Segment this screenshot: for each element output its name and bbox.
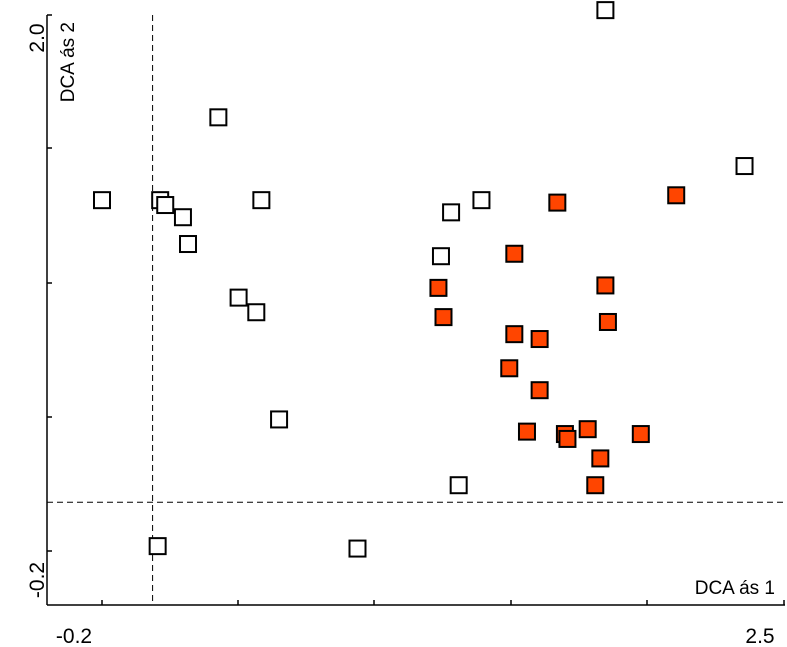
filled-square-point-4 <box>505 325 524 344</box>
y-axis-title: DCA ás 2 <box>58 22 79 102</box>
filled-square-point-5 <box>530 381 549 400</box>
open-square-point-14 <box>449 476 468 495</box>
filled-square-point-1 <box>434 308 453 327</box>
filled-square-point-15 <box>598 312 617 331</box>
x-axis-ticks <box>101 600 785 605</box>
open-square-point-8 <box>247 303 266 322</box>
open-square-point-3 <box>156 196 175 215</box>
y-tick-label-max: 2.0 <box>26 23 49 52</box>
filled-square-point-11 <box>578 420 597 439</box>
open-square-point-5 <box>173 208 192 227</box>
filled-square-point-2 <box>500 359 519 378</box>
x-axis-title: DCA ás 1 <box>695 578 775 599</box>
filled-square-point-0 <box>429 278 448 297</box>
open-square-point-15 <box>472 191 491 210</box>
open-square-point-16 <box>596 1 615 20</box>
filled-square-point-14 <box>596 276 615 295</box>
open-square-point-9 <box>252 191 271 210</box>
y-tick-label-min: -0.2 <box>26 562 49 598</box>
open-square-point-1 <box>148 537 167 556</box>
open-square-point-11 <box>348 539 367 558</box>
filled-square-point-7 <box>517 422 536 441</box>
filled-square-point-10 <box>558 429 577 448</box>
open-square-point-10 <box>270 410 289 429</box>
filled-square-point-12 <box>586 476 605 495</box>
open-square-point-12 <box>431 247 450 266</box>
filled-square-point-3 <box>505 244 524 263</box>
filled-square-point-16 <box>667 186 686 205</box>
open-square-point-4 <box>179 235 198 254</box>
data-points <box>93 1 754 558</box>
open-square-point-7 <box>229 288 248 307</box>
y-axis-ticks <box>47 14 52 552</box>
open-square-point-6 <box>209 108 228 127</box>
filled-square-point-17 <box>631 425 650 444</box>
open-square-point-17 <box>735 157 754 176</box>
filled-square-point-6 <box>530 330 549 349</box>
open-square-point-13 <box>442 203 461 222</box>
open-square-point-0 <box>93 191 111 210</box>
filled-square-point-13 <box>591 449 610 468</box>
filled-square-point-8 <box>548 193 567 212</box>
x-tick-label-max: 2.5 <box>745 625 774 647</box>
x-tick-label-min: -0.2 <box>56 625 92 647</box>
